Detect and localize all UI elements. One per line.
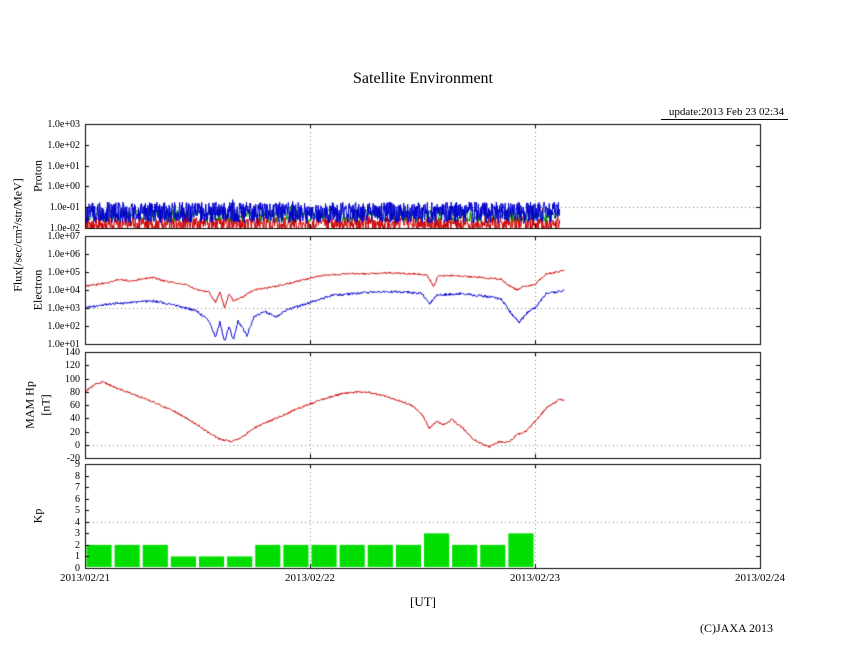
ytick-label: 6 [75,493,80,505]
ytick-label: 0 [75,563,80,574]
ytick-label: 7 [75,482,80,494]
ytick-label: 2 [75,539,80,551]
ytick-label: 1.0e+01 [47,339,80,350]
flux-axis-title: Flux[/sec/cm²/str/MeV] [10,178,25,292]
ytick-label: 3 [75,528,80,540]
copyright: (C)JAXA 2013 [699,621,773,635]
ytick-label: 1.0e+06 [47,249,80,260]
ytick-label: 140 [65,347,80,358]
ytick-label: 1.0e+01 [47,160,80,172]
x-tick-label-1: 2013/02/22 [284,572,336,584]
ytick-label: 1.0e+00 [47,181,80,193]
x-axis-label: [UT] [410,594,436,609]
ytick-label: 20 [70,426,80,438]
ytick-label: 1.0e+03 [47,303,80,314]
ytick-label: 100 [65,373,80,385]
page-title: Satellite Environment [353,70,493,87]
ytick-label: 1.0e-01 [49,202,80,214]
ytick-label: 80 [70,386,80,398]
ytick-label: 9 [75,459,80,470]
ytick-label: 1.0e+07 [47,231,80,242]
ytick-label: 1.0e+02 [47,139,80,151]
ytick-label: 1.0e+02 [47,321,80,332]
ytick-label: 1.0e-02 [49,223,80,234]
x-tick-label-2: 2013/02/23 [509,572,561,584]
ytick-label: -20 [66,453,80,464]
ytick-label: 8 [75,470,80,482]
ytick-label: 4 [75,516,80,528]
ytick-label: 120 [65,360,80,372]
ytick-label: 1.0e+03 [47,119,80,130]
x-tick-label-3: 2013/02/24 [734,572,786,584]
ytick-label: 5 [75,505,80,517]
ytick-label: 1 [75,551,80,563]
ytick-label: 40 [70,413,80,425]
ytick-label: 60 [70,400,80,411]
update-timestamp: update:2013 Feb 23 02:34 [660,106,788,120]
x-tick-label-0: 2013/02/21 [59,572,111,584]
ytick-label: 0 [75,439,80,451]
ytick-label: 1.0e+04 [47,285,80,296]
ytick-label: 1.0e+05 [47,267,80,278]
